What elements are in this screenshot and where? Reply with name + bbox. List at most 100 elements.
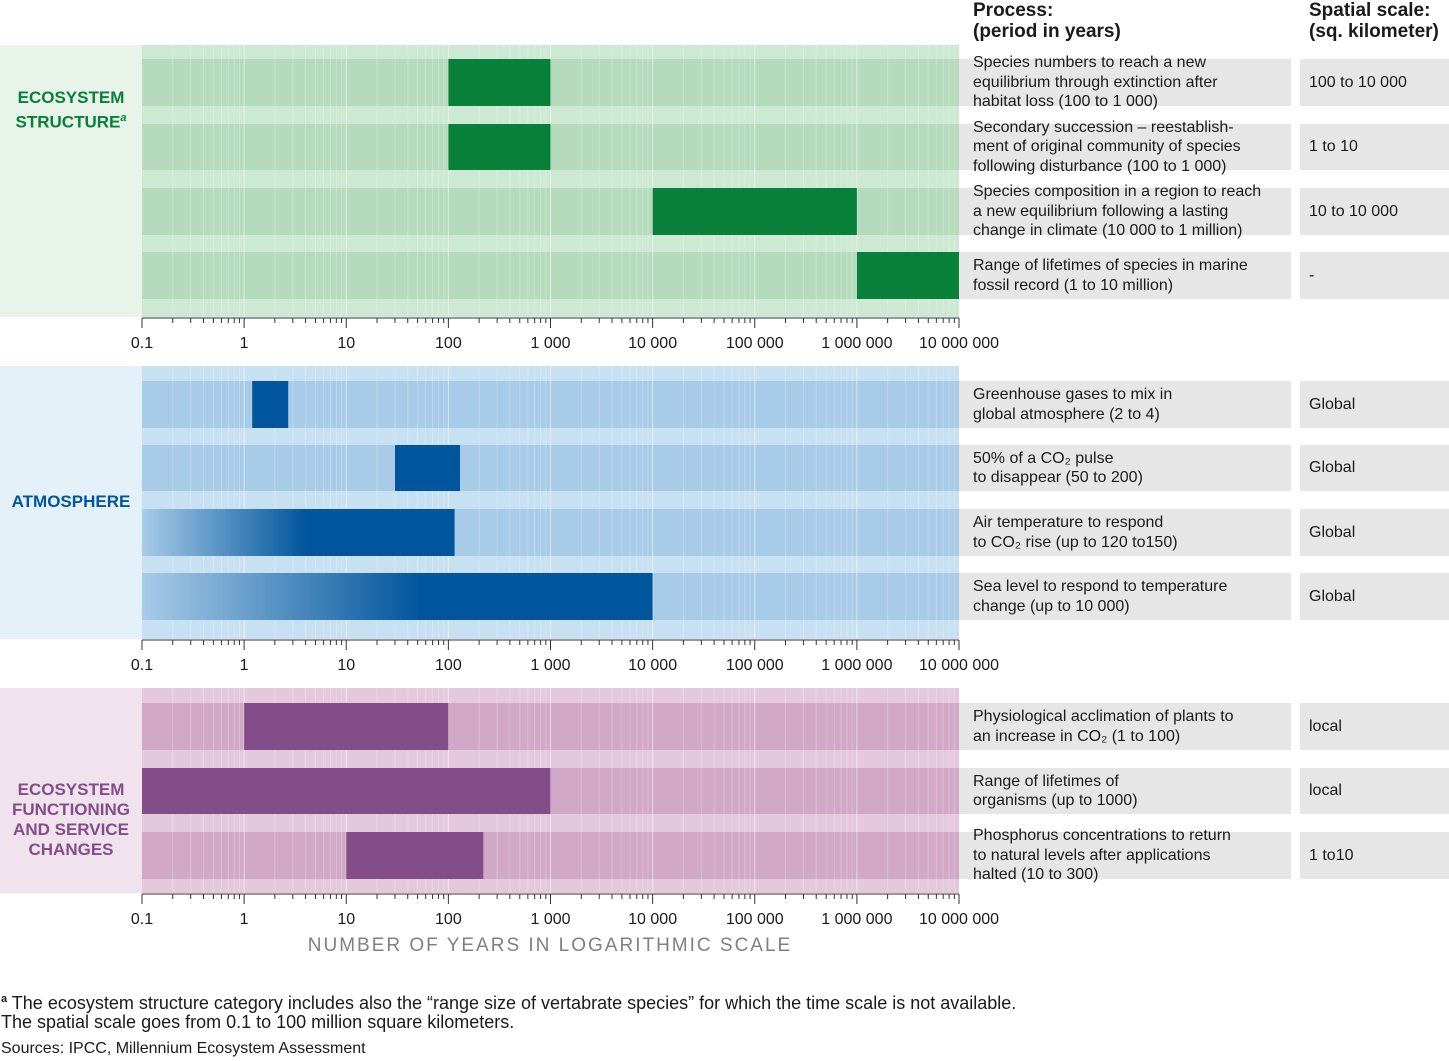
x-tick-label: 1 xyxy=(240,911,249,928)
process-text: Greenhouse gases to mix in global atmosph… xyxy=(973,385,1172,424)
process-description: 50% of a CO₂ pulse to disappear (50 to 20… xyxy=(959,445,1291,491)
spatial-header: Spatial scale: (sq. kilometer) xyxy=(1309,0,1439,42)
x-tick-label: 100 xyxy=(435,911,462,928)
process-line: to disappear (50 to 200) xyxy=(973,469,1143,486)
process-description: Air temperature to respond to CO₂ rise (u… xyxy=(959,509,1291,556)
x-tick-label: 10 000 000 xyxy=(919,657,999,674)
spatial-header-line1: Spatial scale: xyxy=(1309,0,1431,21)
x-tick-label: 100 000 xyxy=(726,335,784,352)
x-tick-label: 10 000 000 xyxy=(919,911,999,928)
process-line: following disturbance (100 to 1 000) xyxy=(973,157,1227,175)
x-tick-label: 0.1 xyxy=(131,657,153,674)
process-line: an increase in CO₂ (1 to 100) xyxy=(973,727,1181,745)
process-description: Sea level to respond to temperature chang… xyxy=(959,573,1291,620)
process-text: Secondary succession – reestablish-ment … xyxy=(973,118,1241,177)
process-line: Species numbers to reach a new xyxy=(973,54,1207,72)
process-line: habitat loss (100 to 1 000) xyxy=(973,93,1159,111)
x-tick-label: 10 xyxy=(337,657,355,674)
x-tick-label: 1 000 000 xyxy=(821,911,892,928)
spatial-scale-value: - xyxy=(1300,252,1449,299)
process-text: Species composition in a region to reach… xyxy=(973,182,1261,241)
process-description: Phosphorus concentrations to return to na… xyxy=(959,827,1291,883)
process-text: Range of lifetimes of species in marine f… xyxy=(973,256,1248,295)
spatial-scale-value: Global xyxy=(1300,381,1449,428)
process-description: Greenhouse gases to mix in global atmosph… xyxy=(959,381,1291,428)
process-line: a new equilibrium following a lasting xyxy=(973,202,1229,220)
spatial-header-line2: (sq. kilometer) xyxy=(1309,21,1439,42)
x-tick-label: 10 000 000 xyxy=(919,335,999,352)
spatial-scale-value: Global xyxy=(1300,573,1449,620)
process-text: Species numbers to reach a new equilibriu… xyxy=(973,53,1218,112)
process-line: organisms (up to 1000) xyxy=(973,792,1138,809)
footnote-line2: The spatial scale goes from 0.1 to 100 m… xyxy=(1,1012,515,1032)
process-text: Range of lifetimes of organisms (up to 10… xyxy=(973,772,1138,811)
process-line: fossil record (1 to 10 million) xyxy=(973,276,1174,294)
spatial-scale-value: Global xyxy=(1300,445,1449,491)
x-tick-label: 10 xyxy=(337,911,355,928)
process-text: Phosphorus concentrations to return to na… xyxy=(973,826,1231,885)
process-line: ment of original community of species xyxy=(973,138,1241,156)
process-line: Physiological acclimation of plants to xyxy=(973,708,1234,725)
process-line: Sea level to respond to temperature xyxy=(973,578,1228,595)
x-tick-label: 10 xyxy=(337,335,355,352)
data-bar xyxy=(244,703,449,750)
footnote-text1: The ecosystem structure category include… xyxy=(7,993,1017,1013)
process-text: Sea level to respond to temperature chang… xyxy=(973,577,1227,616)
x-tick-label: 1 000 000 xyxy=(821,335,892,352)
category-superscript: a xyxy=(120,112,127,124)
spatial-scale-value: Global xyxy=(1300,509,1449,556)
x-tick-label: 100 000 xyxy=(726,657,784,674)
process-line: Secondary succession – reestablish- xyxy=(973,118,1234,136)
process-description: Physiological acclimation of plants to an… xyxy=(959,703,1291,750)
process-line: Species composition in a region to reach xyxy=(973,183,1262,201)
process-line: global atmosphere (2 to 4) xyxy=(973,405,1160,423)
x-tick-label: 100 xyxy=(435,657,462,674)
group-label-bg xyxy=(0,366,142,639)
data-bar xyxy=(252,381,289,428)
data-bar xyxy=(346,832,484,879)
spatial-scale-value: local xyxy=(1300,703,1449,750)
process-line: Phosphorus concentrations to return xyxy=(973,827,1231,845)
x-tick-label: 0.1 xyxy=(131,911,153,928)
process-description: Range of lifetimes of organisms (up to 10… xyxy=(959,768,1291,814)
process-line: to CO₂ rise (up to 120 to150) xyxy=(973,533,1178,551)
sources-text: Sources: IPCC, Millennium Ecosystem Asse… xyxy=(1,1040,366,1057)
process-description: Range of lifetimes of species in marine f… xyxy=(959,252,1291,299)
category-label-line: STRUCTUREa xyxy=(15,112,127,132)
spatial-scale-value: 1 to10 xyxy=(1300,832,1449,879)
process-header-line1: Process: xyxy=(973,0,1054,21)
category-label-line: ATMOSPHERE xyxy=(11,492,131,511)
process-text: 50% of a CO₂ pulse to disappear (50 to 20… xyxy=(973,449,1143,488)
x-tick-label: 100 000 xyxy=(726,911,784,928)
x-tick-label: 1 xyxy=(240,335,249,352)
spatial-scale-value: local xyxy=(1300,768,1449,814)
x-tick-label: 1 000 xyxy=(530,335,570,352)
spatial-scale-value: 100 to 10 000 xyxy=(1300,59,1449,106)
data-bar xyxy=(448,59,551,106)
data-bar-gradient xyxy=(142,509,307,556)
process-line: Range of lifetimes of xyxy=(973,772,1119,790)
data-bar-gradient xyxy=(142,573,422,620)
process-header: Process: (period in years) xyxy=(973,0,1121,42)
process-description: Species numbers to reach a new equilibriu… xyxy=(959,54,1291,110)
data-bar xyxy=(856,252,959,299)
process-line: change in climate (10 000 to 1 million) xyxy=(973,222,1243,240)
process-line: Greenhouse gases to mix in xyxy=(973,386,1173,403)
process-text: Physiological acclimation of plants to an… xyxy=(973,707,1234,746)
spatial-scale-value: 10 to 10 000 xyxy=(1300,188,1449,235)
process-line: Range of lifetimes of species in marine xyxy=(973,257,1248,274)
category-label: ECOSYSTEM STRUCTUREa xyxy=(0,88,142,133)
x-tick-label: 1 000 xyxy=(530,657,570,674)
process-line: 50% of a CO₂ pulse xyxy=(973,449,1114,467)
group-label-bg xyxy=(0,45,142,317)
spatial-scale-value: 1 to 10 xyxy=(1300,124,1449,170)
x-tick-label: 1 000 xyxy=(530,911,570,928)
x-tick-label: 10 000 xyxy=(628,335,677,352)
footnote-line1: a The ecosystem structure category inclu… xyxy=(1,988,1016,1014)
process-line: Air temperature to respond xyxy=(973,514,1164,531)
x-axis-title: NUMBER OF YEARS IN LOGARITHMIC SCALE xyxy=(307,935,793,956)
data-bar xyxy=(142,768,551,814)
process-line: halted (10 to 300) xyxy=(973,866,1099,884)
x-tick-label: 1 000 000 xyxy=(821,657,892,674)
